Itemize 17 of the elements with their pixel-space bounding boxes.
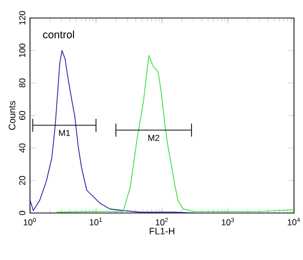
x-tick-label: 10$^{0}$	[24, 218, 36, 226]
y-tick-label: 0	[19, 210, 26, 216]
y-tick-label: 60	[19, 111, 26, 120]
y-tick-label: 80	[19, 78, 26, 88]
y-tick-label: 40	[19, 144, 26, 153]
annotation: control	[43, 30, 74, 38]
y-axis-title: Counts	[8, 101, 16, 130]
x-axis-title: FL1-H	[150, 228, 174, 234]
y-tick-label: 20	[19, 176, 26, 185]
series-label: M1	[59, 130, 70, 136]
x-tick-label: 10$^{1}$	[90, 218, 102, 226]
x-tick-label: 10$^{3}$	[222, 218, 234, 226]
y-tick-label: 120	[19, 11, 26, 25]
x-tick-label: 10$^{2}$	[156, 218, 168, 226]
y-tick-label: 100	[19, 44, 26, 58]
x-tick-label: 10$^{4}$	[288, 218, 300, 226]
series-label: M2	[148, 134, 160, 141]
